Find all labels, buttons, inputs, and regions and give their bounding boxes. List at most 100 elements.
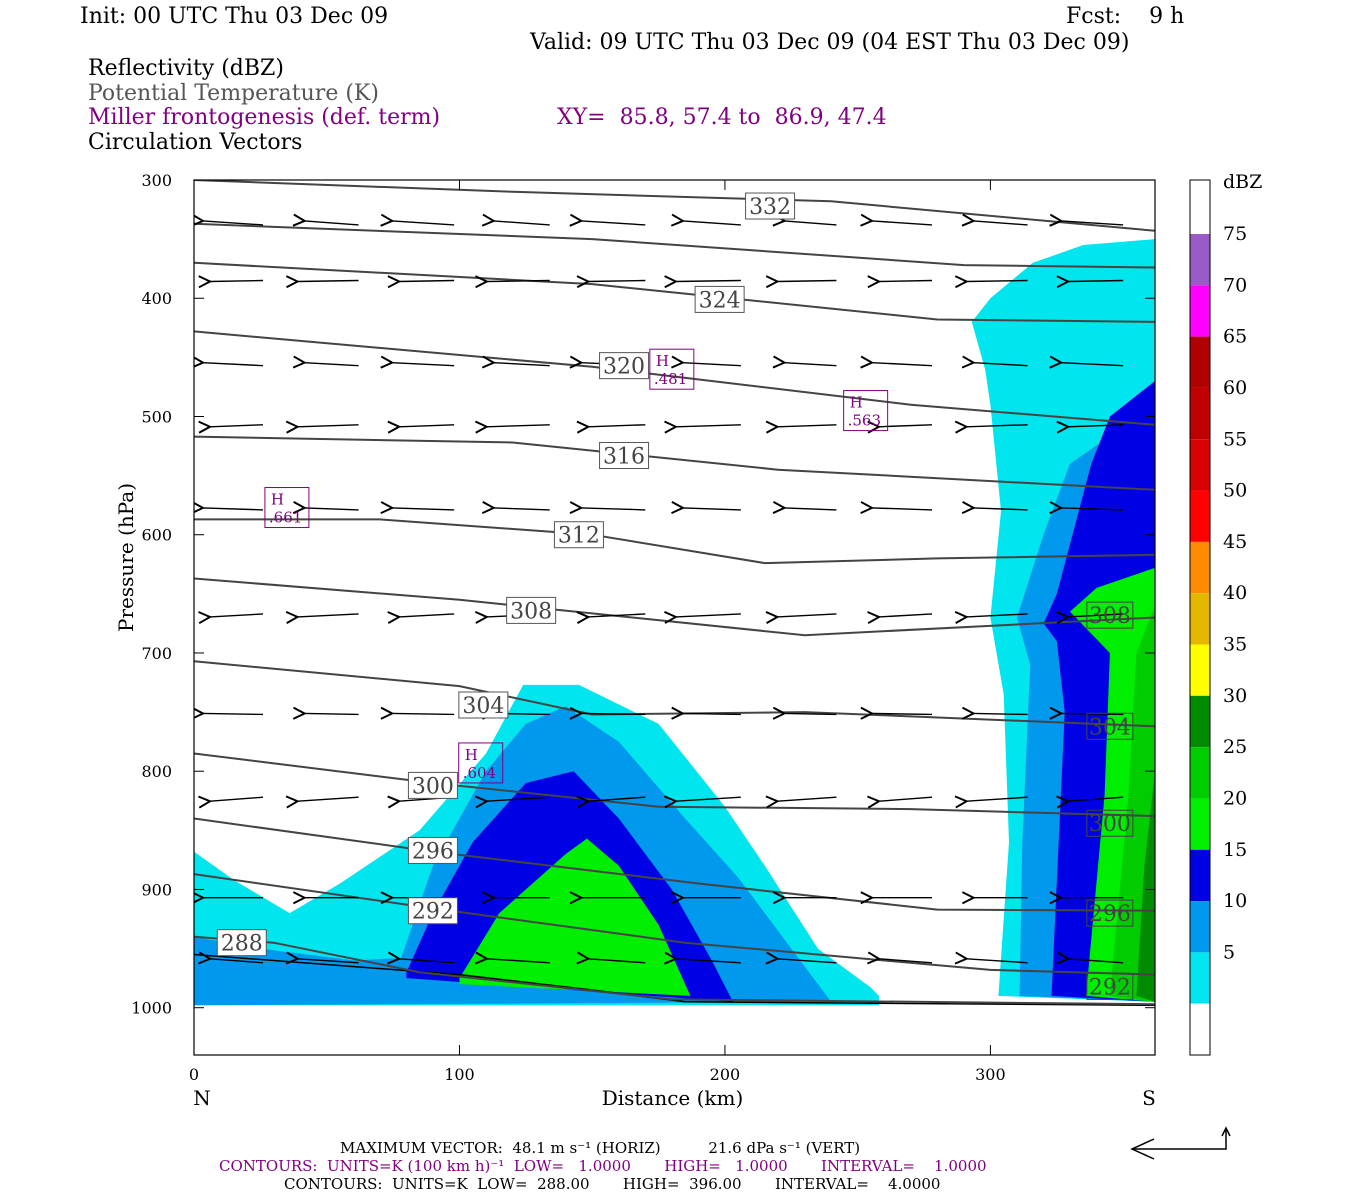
theta-label: 300 bbox=[1089, 812, 1131, 837]
colorbar-band-top bbox=[1190, 180, 1210, 234]
theta-label: 308 bbox=[1089, 604, 1131, 629]
circulation-vector bbox=[967, 614, 1028, 617]
colorbar-label: 10 bbox=[1223, 890, 1247, 912]
colorbar-band-bottom bbox=[1190, 1003, 1210, 1055]
colorbar-label: 70 bbox=[1223, 274, 1247, 296]
fronto-max-box bbox=[458, 742, 504, 784]
y-tick-label: 400 bbox=[141, 289, 172, 308]
fronto-max-value: .604 bbox=[463, 764, 496, 782]
circulation-vector bbox=[494, 221, 550, 225]
circulation-vector bbox=[203, 221, 264, 225]
theta-label-box bbox=[599, 442, 650, 470]
circulation-vector bbox=[305, 508, 359, 510]
circulation-vector bbox=[974, 363, 1028, 366]
circulation-vector bbox=[879, 281, 933, 282]
field-vectors: Circulation Vectors bbox=[88, 130, 303, 155]
circulation-vector bbox=[974, 713, 1028, 714]
circulation-vector bbox=[872, 221, 933, 225]
theta-contour bbox=[194, 660, 1155, 728]
y-tick-label: 300 bbox=[141, 171, 172, 190]
circulation-vector bbox=[879, 614, 933, 617]
colorbar-label: 50 bbox=[1223, 480, 1247, 502]
footer-contours-fronto: CONTOURS: UNITS=K (100 km h)⁻¹ LOW= 1.00… bbox=[219, 1157, 987, 1175]
theta-label-box bbox=[407, 836, 458, 864]
theta-contour bbox=[194, 577, 1155, 637]
circulation-vector bbox=[203, 713, 264, 714]
colorbar-band-60 bbox=[1190, 387, 1210, 440]
circulation-vector bbox=[974, 221, 1028, 225]
y-tick-label: 700 bbox=[141, 644, 172, 663]
colorbar-band-25 bbox=[1190, 747, 1210, 799]
colorbar-label: 5 bbox=[1223, 941, 1235, 963]
circulation-vector bbox=[777, 614, 837, 617]
colorbar-band-75 bbox=[1190, 234, 1210, 286]
theta-label: 308 bbox=[510, 599, 552, 624]
circulation-vector bbox=[974, 508, 1028, 510]
theta-contour bbox=[194, 222, 1155, 269]
theta-label: 296 bbox=[412, 839, 454, 864]
circulation-vector bbox=[872, 508, 933, 510]
theta-label: 324 bbox=[699, 288, 741, 313]
colorbar-band-55 bbox=[1190, 439, 1210, 491]
y-tick-label: 800 bbox=[141, 762, 172, 781]
circulation-vector bbox=[298, 281, 359, 282]
theta-label: 332 bbox=[749, 195, 791, 220]
field-reflectivity: Reflectivity (dBZ) bbox=[88, 56, 284, 81]
theta-label-box bbox=[1086, 809, 1134, 837]
circulation-vector bbox=[487, 797, 550, 801]
circulation-vector bbox=[1061, 713, 1124, 714]
circulation-vector bbox=[879, 425, 933, 427]
fronto-max-value: .481 bbox=[654, 370, 687, 388]
y-tick-label: 600 bbox=[141, 526, 172, 545]
theta-label-box bbox=[599, 352, 650, 380]
colorbar-label: 25 bbox=[1223, 736, 1247, 758]
colorbar-label: 55 bbox=[1223, 428, 1247, 450]
south-end-label: S bbox=[1142, 1086, 1156, 1110]
forecast-hour: Fcst: 9 h bbox=[1066, 4, 1185, 29]
circulation-vector bbox=[683, 713, 741, 714]
circulation-vector bbox=[1061, 363, 1124, 366]
x-tick-label: 300 bbox=[975, 1065, 1006, 1084]
theta-label-box bbox=[1086, 899, 1134, 927]
circulation-vector bbox=[487, 959, 550, 963]
y-axis-label: Pressure (hPa) bbox=[114, 483, 138, 632]
circulation-vector bbox=[872, 363, 933, 366]
circulation-vector bbox=[1068, 614, 1124, 617]
colorbar-band-40 bbox=[1190, 593, 1210, 645]
circulation-vector bbox=[399, 281, 455, 282]
circulation-vector bbox=[494, 363, 550, 366]
circulation-vector bbox=[676, 281, 741, 282]
circulation-vector bbox=[581, 508, 646, 510]
circulation-vector bbox=[210, 425, 264, 427]
circulation-vector bbox=[683, 363, 741, 366]
circulation-vector bbox=[777, 959, 837, 963]
colorbar-band-10 bbox=[1190, 901, 1210, 953]
circulation-vector bbox=[879, 797, 933, 801]
reflectivity-region-30dbz bbox=[1136, 771, 1155, 1002]
circulation-vector bbox=[872, 713, 933, 714]
circulation-vector bbox=[392, 363, 455, 366]
theta-contour bbox=[194, 752, 1155, 818]
init-time: Init: 00 UTC Thu 03 Dec 09 bbox=[80, 4, 389, 29]
circulation-vector bbox=[392, 713, 455, 714]
circulation-vector bbox=[392, 508, 455, 510]
circulation-vector bbox=[298, 425, 359, 427]
theta-label: 300 bbox=[412, 774, 454, 799]
circulation-vector bbox=[683, 221, 741, 225]
x-tick-label: 0 bbox=[189, 1065, 199, 1084]
fronto-max-box bbox=[264, 487, 310, 529]
theta-label-box bbox=[745, 192, 796, 220]
circulation-vector bbox=[777, 425, 837, 427]
circulation-vector bbox=[581, 713, 646, 714]
circulation-vector bbox=[581, 221, 646, 225]
circulation-vector bbox=[399, 614, 455, 617]
fronto-max-value: .661 bbox=[269, 509, 302, 527]
theta-contour bbox=[194, 518, 1155, 565]
circulation-vector bbox=[392, 221, 455, 225]
circulation-vector bbox=[967, 425, 1028, 427]
cross-section-xy: XY= 85.8, 57.4 to 86.9, 47.4 bbox=[557, 105, 887, 130]
colorbar-band-5 bbox=[1190, 952, 1210, 1004]
theta-label: 312 bbox=[558, 524, 600, 549]
circulation-vector bbox=[210, 281, 264, 282]
